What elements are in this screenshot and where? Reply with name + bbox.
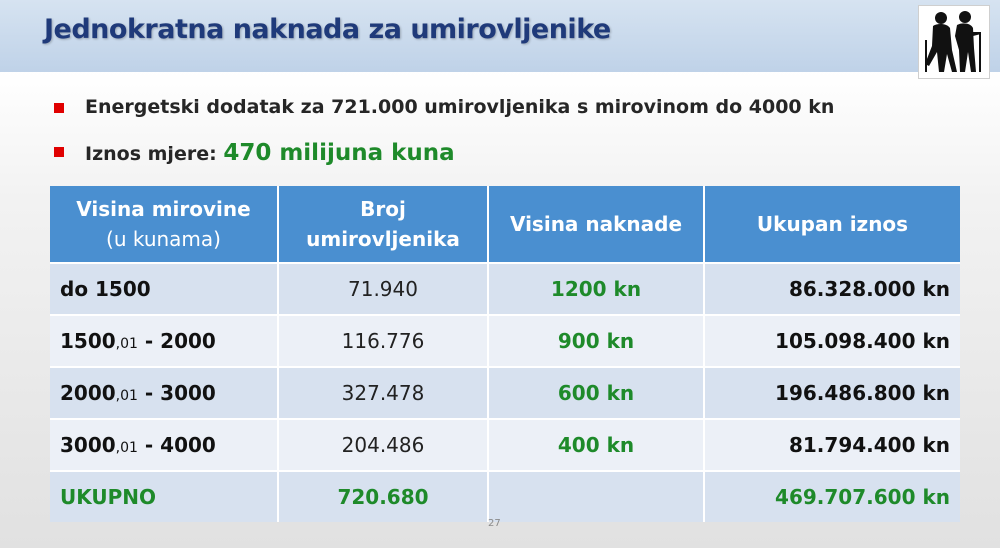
cell-count: 327.478 [278, 366, 489, 419]
header-allowance: Visina naknade [488, 186, 705, 263]
cell-range: 1500,01 - 2000 [50, 314, 279, 367]
cell-count: 116.776 [278, 314, 489, 367]
total-label: UKUPNO [50, 470, 279, 522]
title-bar [0, 0, 1000, 72]
cell-total: 81.794.400 kn [704, 418, 960, 471]
header-col1-line1: Visina mirovine [76, 197, 251, 221]
range-main: 3000 [60, 433, 116, 457]
range-decimal: ,01 [115, 336, 138, 352]
slide-title: Jednokratna naknada za umirovljenike [44, 14, 611, 45]
table-row: 2000,01 - 3000 327.478 600 kn 196.486.80… [50, 366, 960, 419]
table-row: do 1500 71.940 1200 kn 86.328.000 kn [50, 262, 960, 315]
range-end: - 3000 [137, 381, 216, 405]
table-header-row: Visina mirovine (u kunama) Broj umirovlj… [50, 186, 960, 263]
bullet-square-icon [54, 147, 64, 157]
table-row: 3000,01 - 4000 204.486 400 kn 81.794.400… [50, 418, 960, 471]
header-col2-line1: Broj [360, 197, 406, 221]
range-end: - 4000 [137, 433, 216, 457]
total-allowance [488, 470, 705, 522]
range-end: - 2000 [137, 329, 216, 353]
pension-table: Visina mirovine (u kunama) Broj umirovlj… [50, 186, 960, 522]
total-count: 720.680 [278, 470, 489, 522]
cell-range: do 1500 [50, 262, 279, 315]
elderly-couple-icon [918, 5, 990, 79]
range-decimal: ,01 [115, 388, 138, 404]
table-row: 1500,01 - 2000 116.776 900 kn 105.098.40… [50, 314, 960, 367]
header-pensioner-count: Broj umirovljenika [278, 186, 489, 263]
bullet-2-text: Iznos mjere: [85, 143, 224, 165]
cell-total: 86.328.000 kn [704, 262, 960, 315]
cell-allowance: 400 kn [488, 418, 705, 471]
cell-allowance: 600 kn [488, 366, 705, 419]
cell-count: 204.486 [278, 418, 489, 471]
bullet-square-icon [54, 103, 64, 113]
cell-allowance: 900 kn [488, 314, 705, 367]
range-main: 2000 [60, 381, 116, 405]
header-col1-line2: (u kunama) [106, 227, 221, 251]
bullet-1-text: Energetski dodatak za 721.000 umirovljen… [85, 96, 835, 118]
header-pension-amount: Visina mirovine (u kunama) [50, 186, 279, 263]
cell-total: 105.098.400 kn [704, 314, 960, 367]
page-number: 27 [488, 518, 501, 529]
table-total-row: UKUPNO 720.680 469.707.600 kn [50, 470, 960, 522]
cell-total: 196.486.800 kn [704, 366, 960, 419]
header-col2-line2: umirovljenika [306, 227, 460, 251]
range-decimal: ,01 [115, 440, 138, 456]
cell-range: 3000,01 - 4000 [50, 418, 279, 471]
header-total-amount: Ukupan iznos [704, 186, 960, 263]
total-amount: 469.707.600 kn [704, 470, 960, 522]
range-main: do 1500 [60, 277, 151, 301]
bullet-2-highlight: 470 milijuna kuna [223, 140, 455, 166]
cell-allowance: 1200 kn [488, 262, 705, 315]
cell-count: 71.940 [278, 262, 489, 315]
bullet-text-1: Energetski dodatak za 721.000 umirovljen… [85, 96, 834, 118]
range-main: 1500 [60, 329, 116, 353]
cell-range: 2000,01 - 3000 [50, 366, 279, 419]
bullet-text-2: Iznos mjere: 470 milijuna kuna [85, 140, 455, 166]
